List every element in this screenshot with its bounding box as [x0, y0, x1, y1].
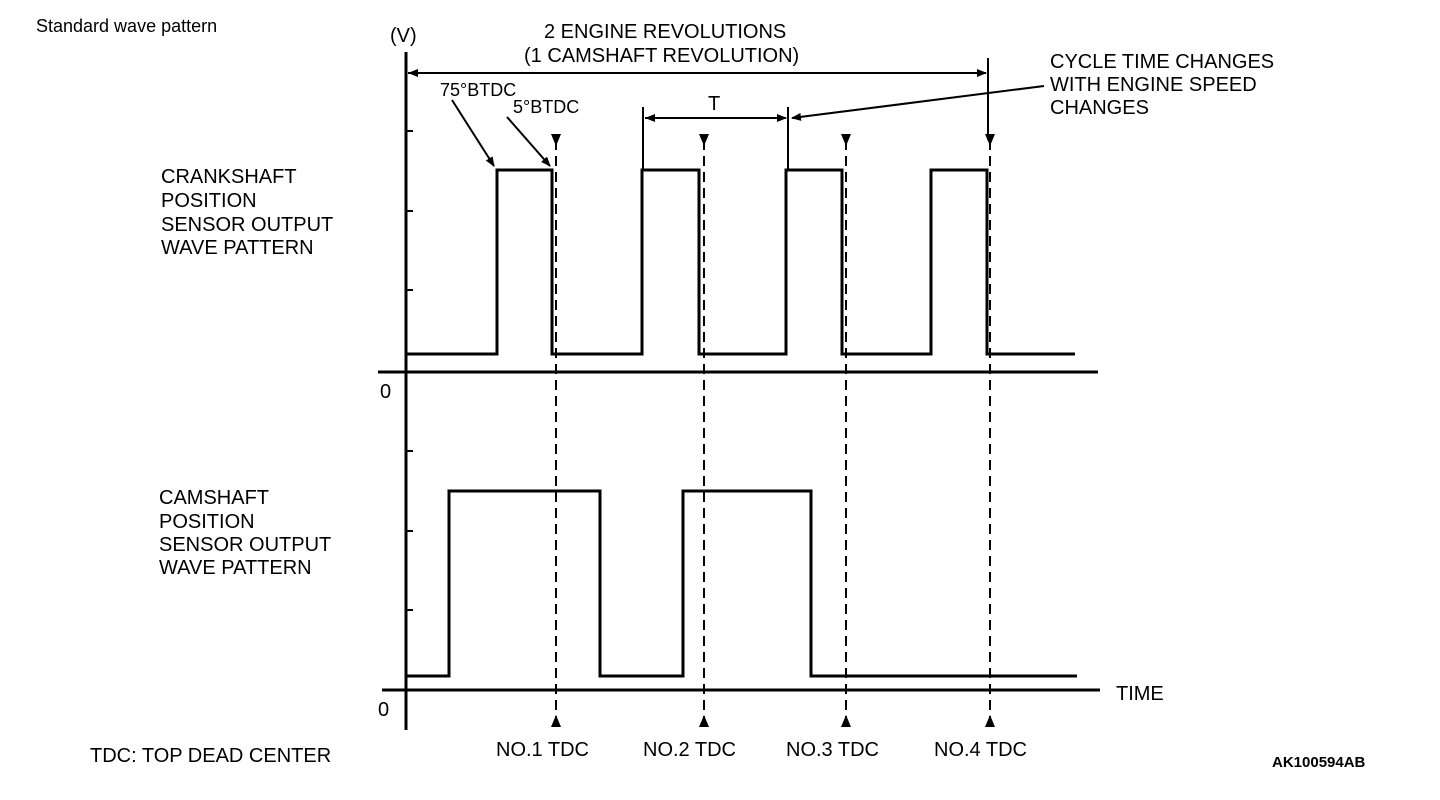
camshaft-waveform [406, 489, 1077, 678]
diagram-title: Standard wave pattern [36, 16, 217, 36]
svg-text:POSITION: POSITION [161, 190, 257, 212]
btdc-75-arrow [451, 99, 495, 167]
tdc-line-1 [551, 134, 561, 727]
tdc-legend: TDC: TOP DEAD CENTER [90, 745, 331, 767]
cam-label: CAMSHAFT POSITION SENSOR OUTPUT WAVE PAT… [159, 487, 331, 579]
tdc-line-3 [841, 134, 851, 727]
crank-label: CRANKSHAFT POSITION SENSOR OUTPUT WAVE P… [161, 166, 333, 259]
period-label: T [708, 93, 720, 115]
btdc-5-arrow [506, 116, 551, 167]
revolutions-label-2: (1 CAMSHAFT REVOLUTION) [524, 45, 799, 67]
cam-axis-ticks [406, 450, 413, 611]
revolutions-label-1: 2 ENGINE REVOLUTIONS [544, 21, 786, 43]
crankshaft-waveform [406, 168, 1075, 356]
btdc-5-label: 5°BTDC [513, 97, 579, 117]
cycle-time-label-2: WITH ENGINE SPEED [1050, 74, 1257, 96]
revolution-arrowhead-left [408, 69, 418, 77]
tdc-label-4: NO.4 TDC [934, 739, 1027, 761]
cycle-time-arrow [791, 85, 1045, 121]
svg-text:SENSOR OUTPUT: SENSOR OUTPUT [161, 214, 333, 236]
btdc-75-label: 75°BTDC [440, 80, 516, 100]
cycle-time-label-1: CYCLE TIME CHANGES [1050, 51, 1274, 73]
cycle-time-label-3: CHANGES [1050, 97, 1149, 119]
tdc-markers [551, 134, 995, 727]
svg-text:CAMSHAFT: CAMSHAFT [159, 487, 269, 509]
svg-text:CRANKSHAFT: CRANKSHAFT [161, 166, 297, 188]
figure-code: AK100594AB [1272, 754, 1366, 771]
svg-text:WAVE PATTERN: WAVE PATTERN [159, 557, 312, 579]
tdc-label-3: NO.3 TDC [786, 739, 879, 761]
crank-zero-label: 0 [380, 381, 391, 403]
tdc-label-1: NO.1 TDC [496, 739, 589, 761]
svg-text:SENSOR OUTPUT: SENSOR OUTPUT [159, 534, 331, 556]
svg-text:POSITION: POSITION [159, 511, 255, 533]
voltage-unit-label: (V) [390, 25, 417, 47]
tdc-label-2: NO.2 TDC [643, 739, 736, 761]
tdc-line-2 [699, 134, 709, 727]
cam-zero-label: 0 [378, 699, 389, 721]
svg-text:WAVE PATTERN: WAVE PATTERN [161, 237, 314, 259]
time-axis-label: TIME [1116, 683, 1164, 705]
period-arrowhead-left [645, 114, 655, 122]
crank-axis-ticks [406, 130, 413, 291]
